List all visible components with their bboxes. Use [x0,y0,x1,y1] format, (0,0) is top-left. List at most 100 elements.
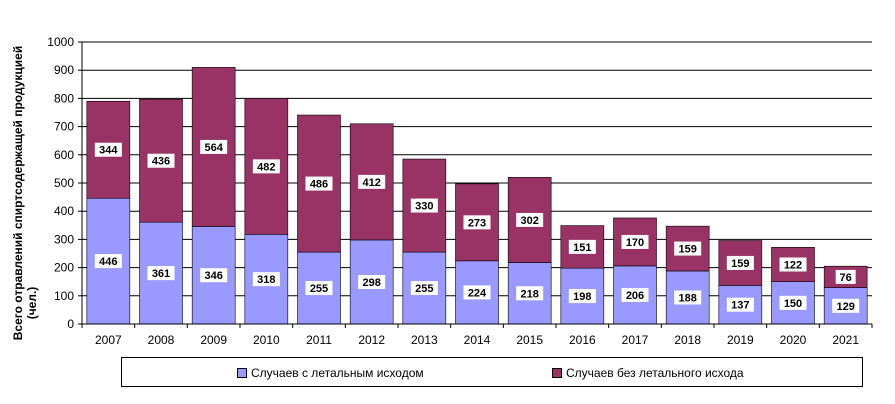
data-label-lethal: 446 [94,254,122,269]
x-tick-label: 2011 [306,333,332,347]
data-label-nonlethal-text: 159 [678,244,696,256]
data-label-nonlethal: 412 [358,174,386,189]
legend-item-lethal: Случаев с летальным исходом [237,366,424,380]
data-label-lethal: 218 [516,286,544,301]
data-label-lethal: 129 [832,298,860,313]
data-label-nonlethal-text: 302 [520,215,538,227]
y-axis-title: Всего отравлений спиртсодержащей продукц… [11,46,39,340]
data-label-lethal-bg [568,289,596,304]
data-label-nonlethal-text: 273 [468,217,486,229]
data-labels: 446 344 361 436 346 564 318 482 255 486 298 412 255 3… [94,139,860,313]
data-label-nonlethal: 344 [94,142,122,157]
x-tick-label: 2019 [727,333,754,347]
data-label-lethal: 255 [305,281,333,296]
data-label-lethal-text: 298 [362,277,380,289]
data-label-nonlethal-bg [305,176,333,191]
y-tick-label: 0 [67,317,74,331]
data-label-lethal: 150 [779,295,807,310]
data-label-lethal-text: 255 [415,283,433,295]
data-label-lethal-bg [516,286,544,301]
axes: 0 100 200 300 400 500 600 700 800 900 1000 2007 2008… [47,35,873,347]
data-label-nonlethal: 122 [779,257,807,272]
data-label-nonlethal-text: 344 [99,145,118,157]
x-tick-label: 2015 [516,333,543,347]
data-label-lethal-text: 206 [626,290,644,302]
data-label-lethal: 255 [410,281,438,296]
data-label-lethal: 137 [726,297,754,312]
data-label-nonlethal: 330 [410,198,438,213]
data-label-lethal-text: 224 [468,287,487,299]
legend-label-nonlethal: Случаев без летального исхода [566,366,744,380]
data-label-lethal-bg [779,295,807,310]
data-label-nonlethal: 273 [463,215,491,230]
data-label-nonlethal-bg [726,255,754,270]
x-tick-label: 2013 [411,333,438,347]
data-label-nonlethal: 151 [568,239,596,254]
x-tick-label: 2010 [253,333,280,347]
data-label-lethal-text: 318 [257,274,275,286]
x-tick-label: 2008 [148,333,175,347]
data-label-lethal-bg [463,285,491,300]
data-label-lethal-bg [621,287,649,302]
data-label-nonlethal-text: 436 [152,156,170,168]
data-label-nonlethal-bg [147,153,175,168]
x-tick-label: 2020 [780,333,807,347]
data-label-nonlethal-text: 76 [840,272,852,284]
data-label-nonlethal-bg [463,215,491,230]
data-label-lethal-text: 137 [731,300,749,312]
data-label-lethal-bg [200,268,228,283]
legend-swatch-nonlethal [552,368,562,378]
data-label-lethal: 318 [252,272,280,287]
x-tick-label: 2021 [832,333,859,347]
data-label-lethal-text: 129 [836,301,854,313]
data-label-lethal: 198 [568,289,596,304]
y-tick-label: 600 [54,148,74,162]
data-label-lethal-bg [674,290,702,305]
y-tick-label: 700 [54,120,74,134]
x-tick-label: 2014 [464,333,491,347]
y-tick-label: 200 [54,261,74,275]
data-label-nonlethal-text: 412 [362,177,380,189]
data-label-nonlethal-text: 122 [784,259,802,271]
y-tick-label: 300 [54,232,74,246]
data-label-nonlethal: 159 [726,255,754,270]
x-tick-label: 2012 [358,333,385,347]
x-tick-label: 2007 [95,333,122,347]
data-label-lethal-text: 188 [678,292,696,304]
data-label-lethal-bg [410,281,438,296]
data-label-nonlethal-text: 151 [573,242,591,254]
data-label-nonlethal-bg [410,198,438,213]
y-tick-label: 400 [54,204,74,218]
data-label-nonlethal-text: 482 [257,161,275,173]
data-label-nonlethal-text: 330 [415,201,433,213]
data-label-nonlethal-bg [568,239,596,254]
data-label-nonlethal: 486 [305,176,333,191]
legend-label-lethal: Случаев с летальным исходом [251,366,424,380]
data-label-nonlethal: 76 [835,269,856,284]
x-tick-label: 2018 [674,333,701,347]
data-label-lethal-text: 198 [573,291,591,303]
data-label-lethal-text: 255 [310,283,328,295]
data-label-nonlethal-bg [516,212,544,227]
data-label-nonlethal-bg [779,257,807,272]
data-label-nonlethal-bg [621,234,649,249]
x-tick-label: 2017 [622,333,649,347]
data-label-lethal-bg [305,281,333,296]
data-label-nonlethal-bg [252,159,280,174]
legend-swatch-lethal [237,368,247,378]
data-label-nonlethal-bg [94,142,122,157]
data-label-lethal: 188 [674,290,702,305]
y-tick-label: 800 [54,91,74,105]
data-label-nonlethal: 159 [674,241,702,256]
data-label-lethal: 298 [358,274,386,289]
data-label-lethal: 346 [200,268,228,283]
data-label-lethal-bg [147,266,175,281]
data-label-nonlethal-text: 159 [731,258,749,270]
data-label-lethal-text: 150 [784,298,802,310]
data-label-lethal-text: 361 [152,268,170,280]
data-label-nonlethal-bg [358,174,386,189]
data-label-lethal-bg [252,272,280,287]
data-label-lethal: 206 [621,287,649,302]
data-label-nonlethal: 564 [200,139,228,154]
data-label-nonlethal-text: 170 [626,237,644,249]
